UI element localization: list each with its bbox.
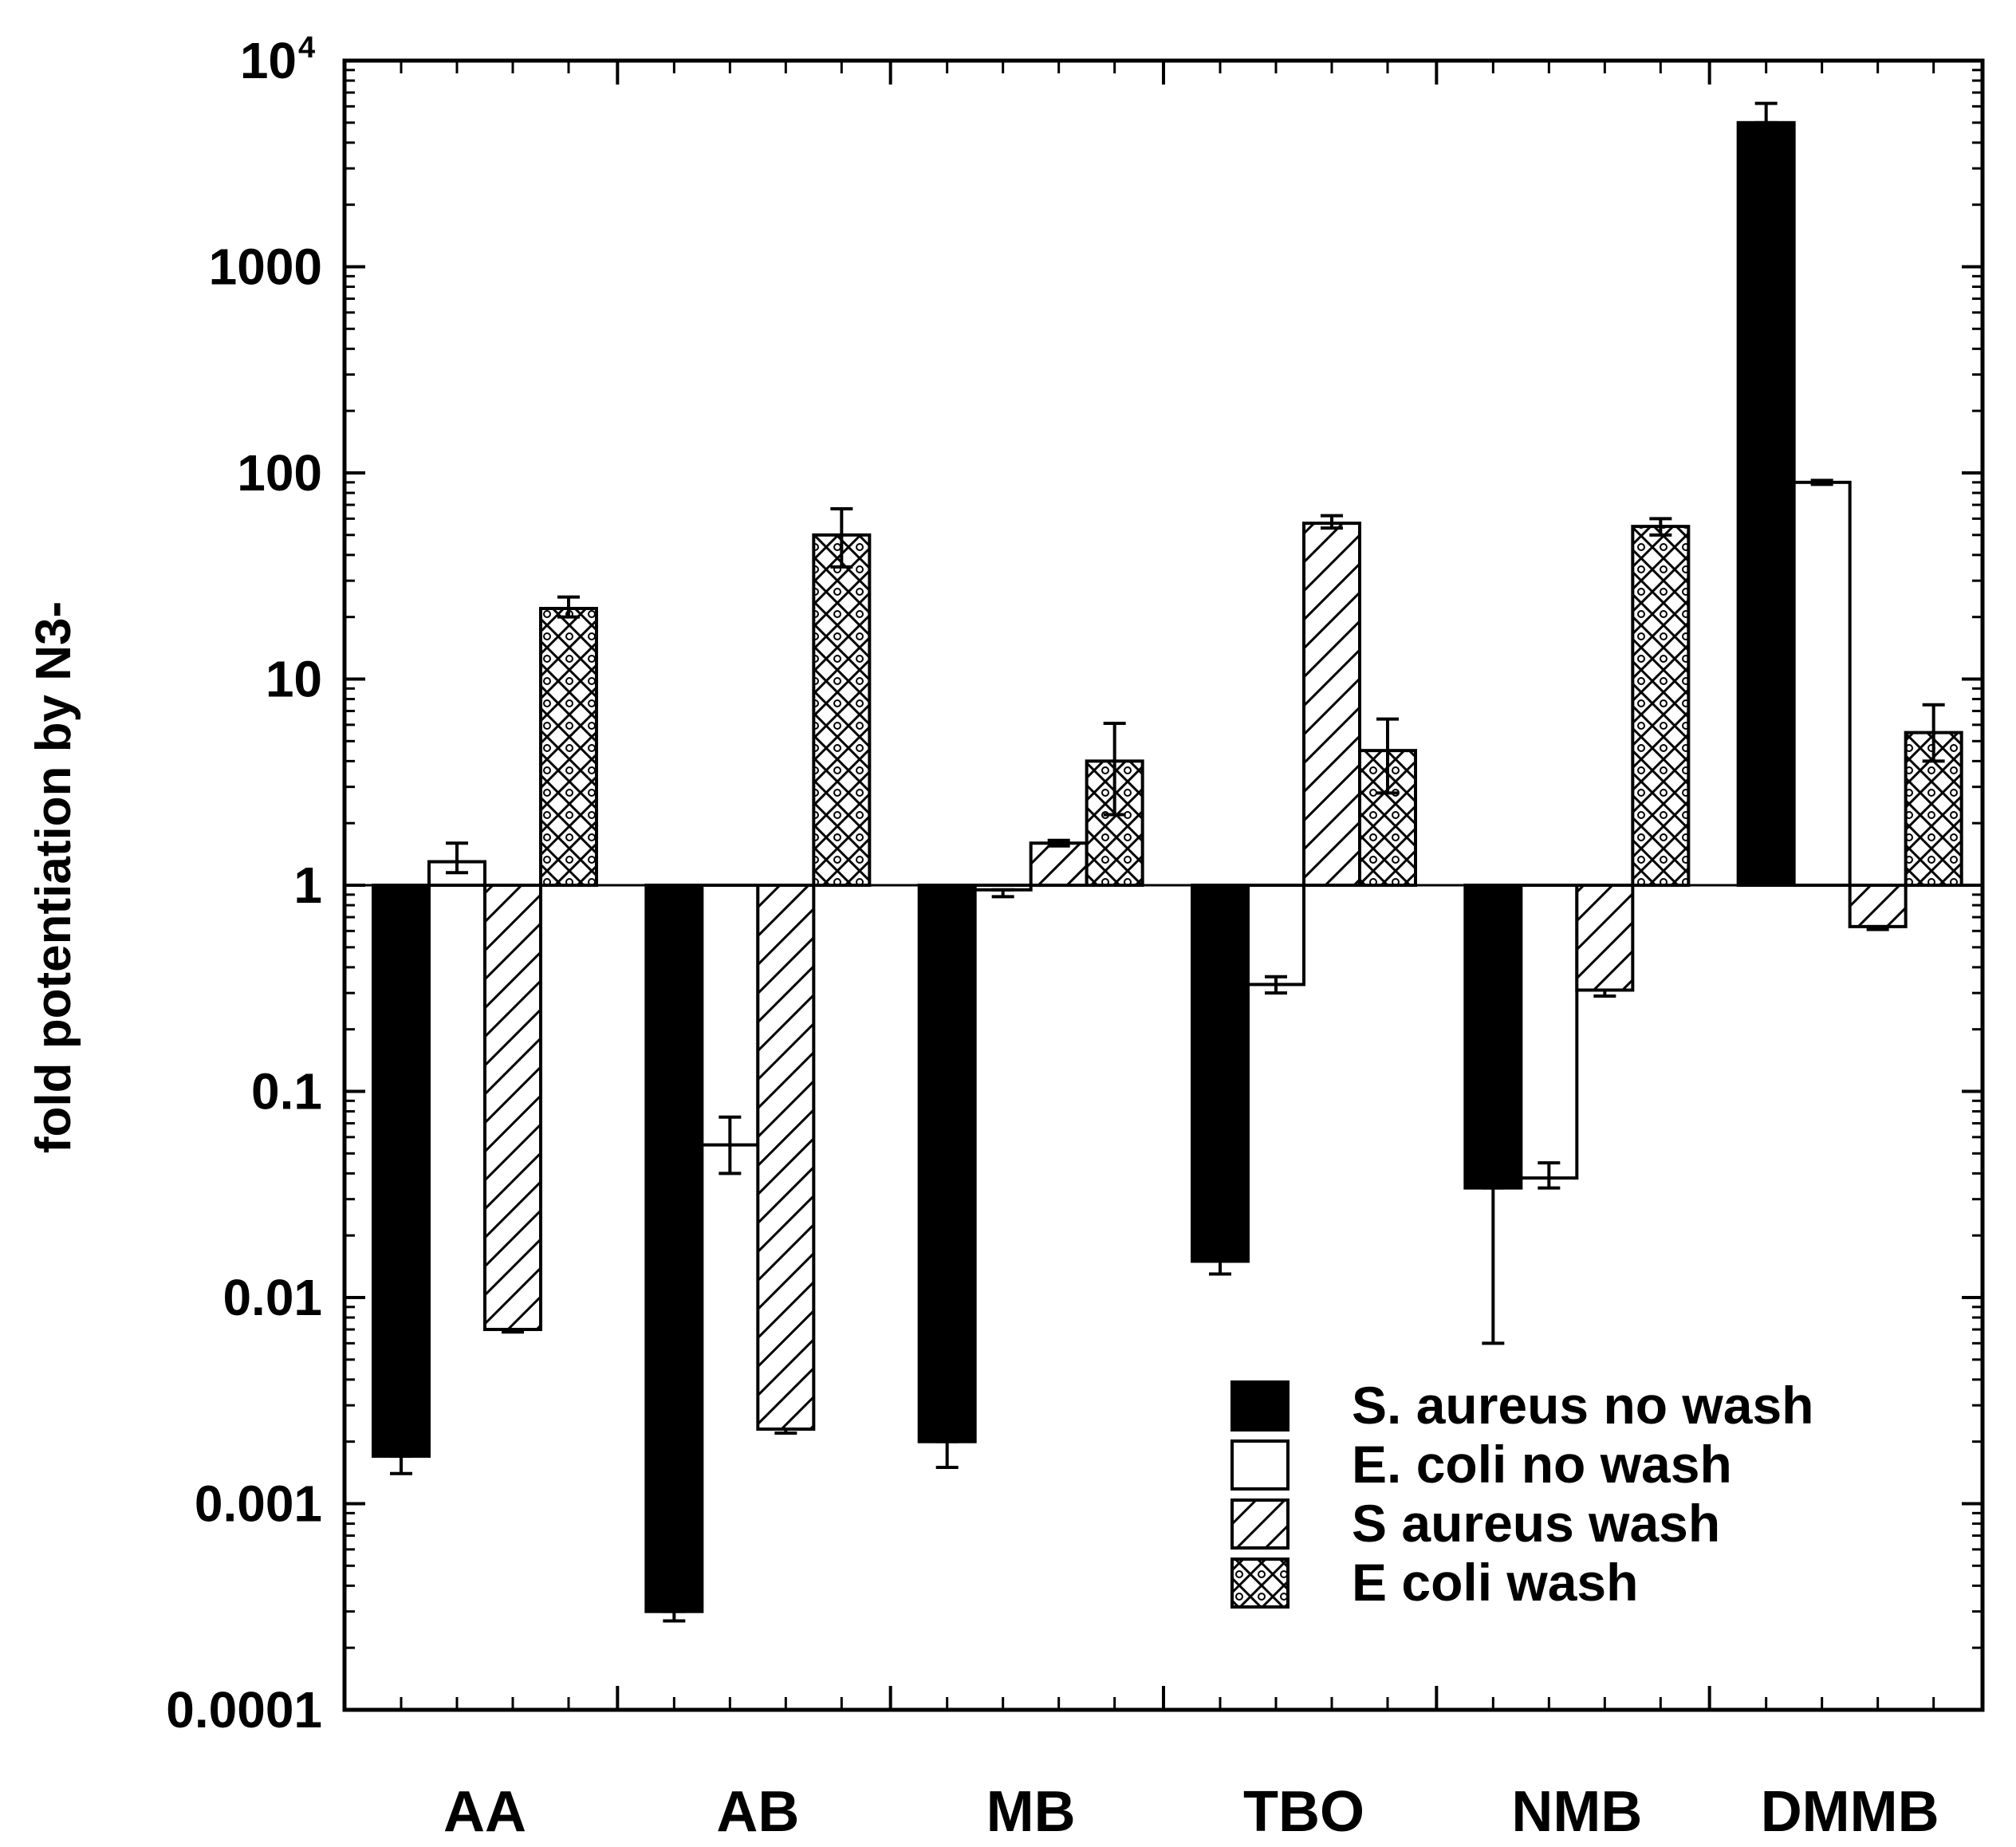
y-tick-label: 0.1 xyxy=(251,1063,322,1120)
error-bars-layer xyxy=(390,101,1945,1623)
x-category-label-dmmb: DMMB xyxy=(1761,1780,1939,1844)
bar-aa-series-3 xyxy=(483,884,542,1332)
bar-nmb-series-3 xyxy=(1575,884,1635,992)
error-bar-nmb-series-4 xyxy=(1649,517,1672,537)
bar-tbo-series-2 xyxy=(1246,884,1305,987)
bar-ab-series-1 xyxy=(644,884,704,1613)
error-bar-aa-series-4 xyxy=(557,595,580,619)
bar-dmmb-series-1 xyxy=(1736,120,1796,887)
error-bar-nmb-series-1 xyxy=(1482,1186,1505,1345)
error-bar-mb-series-4 xyxy=(1103,721,1126,817)
legend-swatch-2 xyxy=(1230,1439,1290,1491)
legend-label-2: E. coli no wash xyxy=(1352,1435,1732,1494)
error-bar-dmmb-series-1 xyxy=(1754,101,1778,124)
y-tick-label: 0.001 xyxy=(195,1475,322,1533)
error-bar-aa-series-2 xyxy=(446,841,468,875)
x-category-label-mb: MB xyxy=(986,1780,1076,1844)
x-category-label-ab: AB xyxy=(716,1780,799,1844)
y-tick-label: 1 xyxy=(293,857,322,914)
y-tick-label: 0.01 xyxy=(222,1269,322,1326)
bar-dmmb-series-2 xyxy=(1792,480,1852,887)
bar-ab-series-3 xyxy=(756,884,816,1431)
legend-swatch-3 xyxy=(1230,1498,1290,1550)
legend-label-4: E coli wash xyxy=(1352,1553,1638,1612)
y-tick-label: 10 xyxy=(266,651,322,708)
legend-swatch-4 xyxy=(1230,1558,1290,1609)
error-bar-tbo-series-2 xyxy=(1265,975,1287,995)
error-bar-tbo-series-1 xyxy=(1209,1259,1231,1276)
error-bar-mb-series-2 xyxy=(991,888,1014,899)
bar-nmb-series-2 xyxy=(1519,884,1579,1180)
y-axis-title: fold potentiation by N3- xyxy=(26,601,81,1153)
bar-ab-series-2 xyxy=(700,884,760,1147)
y-tick-label: 100 xyxy=(237,444,322,502)
error-bar-dmmb-series-3 xyxy=(1866,924,1889,931)
error-bar-dmmb-series-2 xyxy=(1810,478,1833,486)
error-bar-ab-series-3 xyxy=(774,1427,797,1435)
error-bar-ab-series-1 xyxy=(663,1609,686,1623)
error-bar-dmmb-series-4 xyxy=(1922,703,1945,763)
bar-nmb-series-1 xyxy=(1463,884,1523,1190)
x-category-label-tbo: TBO xyxy=(1243,1780,1364,1844)
bar-tbo-series-3 xyxy=(1302,522,1361,887)
error-bar-tbo-series-3 xyxy=(1321,514,1343,530)
x-category-label-aa: AA xyxy=(443,1780,526,1844)
bar-aa-series-4 xyxy=(539,606,598,888)
bar-mb-series-3 xyxy=(1029,841,1089,887)
bar-dmmb-series-3 xyxy=(1848,884,1908,928)
y-tick-label: 1000 xyxy=(209,238,322,296)
y-tick-label-top-exponent: 4 xyxy=(298,31,315,65)
error-bar-nmb-series-3 xyxy=(1593,988,1616,998)
error-bar-aa-series-3 xyxy=(502,1328,524,1334)
bar-nmb-series-4 xyxy=(1631,525,1691,888)
error-bar-tbo-series-4 xyxy=(1376,717,1399,795)
bar-mb-series-1 xyxy=(917,884,977,1443)
legend-label-3: S aureus wash xyxy=(1352,1494,1720,1553)
x-category-label-nmb: NMB xyxy=(1511,1780,1642,1844)
error-bar-aa-series-1 xyxy=(390,1454,412,1475)
bar-aa-series-1 xyxy=(372,884,431,1458)
legend-label-1: S. aureus no wash xyxy=(1352,1376,1814,1435)
error-bar-nmb-series-2 xyxy=(1538,1161,1561,1190)
y-tick-label-top: 10 xyxy=(240,32,297,89)
axes-layer xyxy=(342,58,1985,1712)
bar-ab-series-4 xyxy=(812,533,872,888)
error-bar-mb-series-1 xyxy=(935,1439,959,1469)
bar-tbo-series-1 xyxy=(1191,884,1250,1263)
legend-swatch-1 xyxy=(1230,1380,1290,1432)
error-bar-ab-series-4 xyxy=(830,506,853,569)
error-bar-mb-series-3 xyxy=(1047,838,1070,848)
y-tick-label: 0.0001 xyxy=(166,1681,322,1739)
error-bar-ab-series-2 xyxy=(719,1115,742,1176)
